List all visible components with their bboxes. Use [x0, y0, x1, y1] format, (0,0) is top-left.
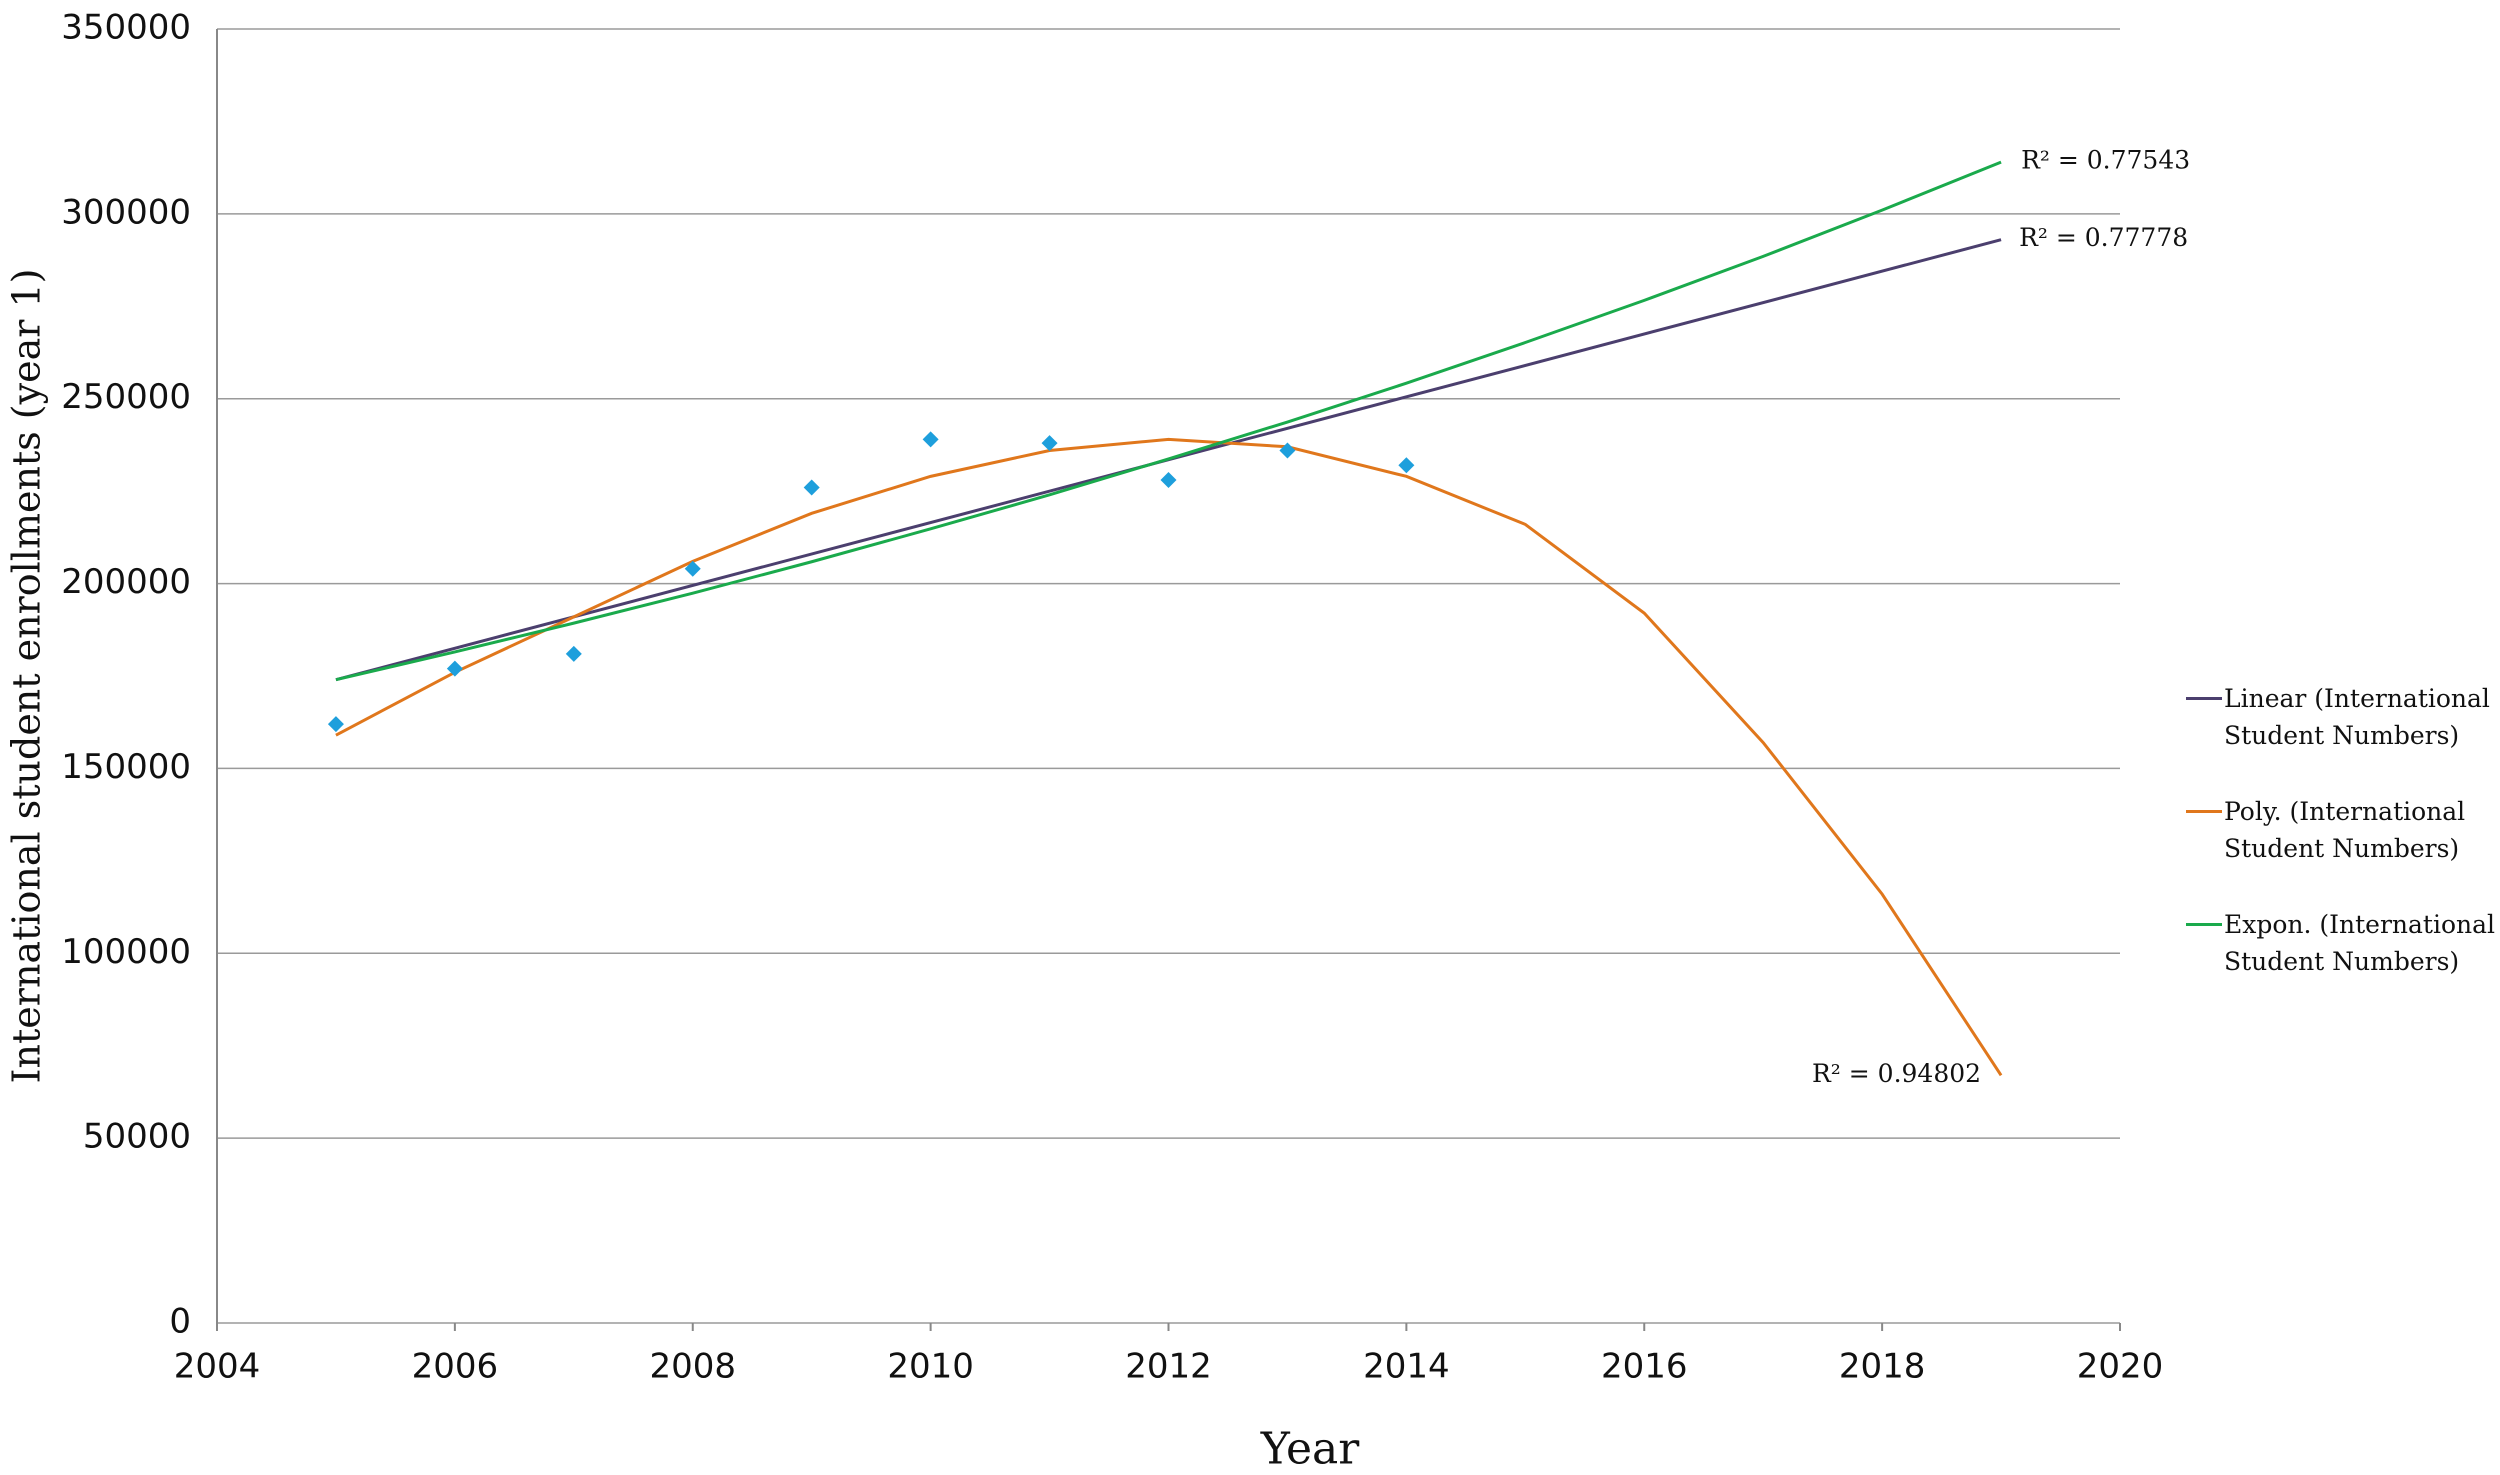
data-point: [803, 479, 820, 496]
legend-swatch: [2186, 923, 2222, 926]
x-tick-label: 2016: [1601, 1347, 1688, 1387]
legend-swatch: [2186, 810, 2222, 813]
y-axis-label: International student enrollments (year …: [5, 269, 49, 1084]
data-point: [1279, 442, 1296, 459]
x-tick-label: 2020: [2077, 1347, 2164, 1387]
legend-label: Poly. (International Student Numbers): [2224, 797, 2466, 863]
data-point: [327, 716, 344, 733]
data-point: [446, 660, 463, 677]
legend-label: Linear (International Student Numbers): [2224, 684, 2490, 750]
x-tick-label: 2006: [412, 1347, 499, 1387]
y-tick-label: 250000: [61, 377, 191, 417]
y-tick-label: 350000: [61, 8, 191, 48]
x-tick-label: 2012: [1125, 1347, 1212, 1387]
data-point: [1398, 457, 1415, 474]
trendline: [335, 437, 2003, 1077]
x-tick-label: 2018: [1839, 1347, 1926, 1387]
x-axis-label: Year: [1260, 1424, 1360, 1475]
x-tick-label: 2014: [1363, 1347, 1450, 1387]
x-tick-label: 2004: [174, 1347, 261, 1387]
x-tick-label: 2008: [649, 1347, 736, 1387]
y-tick-label: 0: [169, 1302, 191, 1342]
data-point: [1041, 435, 1058, 452]
legend-swatch: [2186, 697, 2222, 700]
r-squared-label: R² = 0.77778: [2019, 223, 2188, 252]
legend-entry: Linear (International Student Numbers): [2186, 680, 2496, 754]
y-tick-label: 150000: [61, 747, 191, 787]
y-tick-label: 50000: [83, 1117, 191, 1157]
legend-label: Expon. (International Student Numbers): [2224, 910, 2496, 976]
x-tick-label: 2010: [887, 1347, 974, 1387]
y-tick-label: 100000: [61, 932, 191, 972]
data-point: [684, 560, 701, 577]
trendline: [335, 160, 2002, 682]
data-point: [922, 431, 939, 448]
r-squared-label: R² = 0.77543: [2021, 146, 2190, 175]
y-tick-label: 200000: [61, 562, 191, 602]
r-squared-label: R² = 0.94802: [1812, 1059, 1981, 1088]
data-point: [565, 645, 582, 662]
legend-entry: Expon. (International Student Numbers): [2186, 906, 2496, 980]
y-tick-label: 300000: [61, 192, 191, 232]
data-point: [1160, 472, 1177, 489]
legend-entry: Poly. (International Student Numbers): [2186, 793, 2496, 867]
